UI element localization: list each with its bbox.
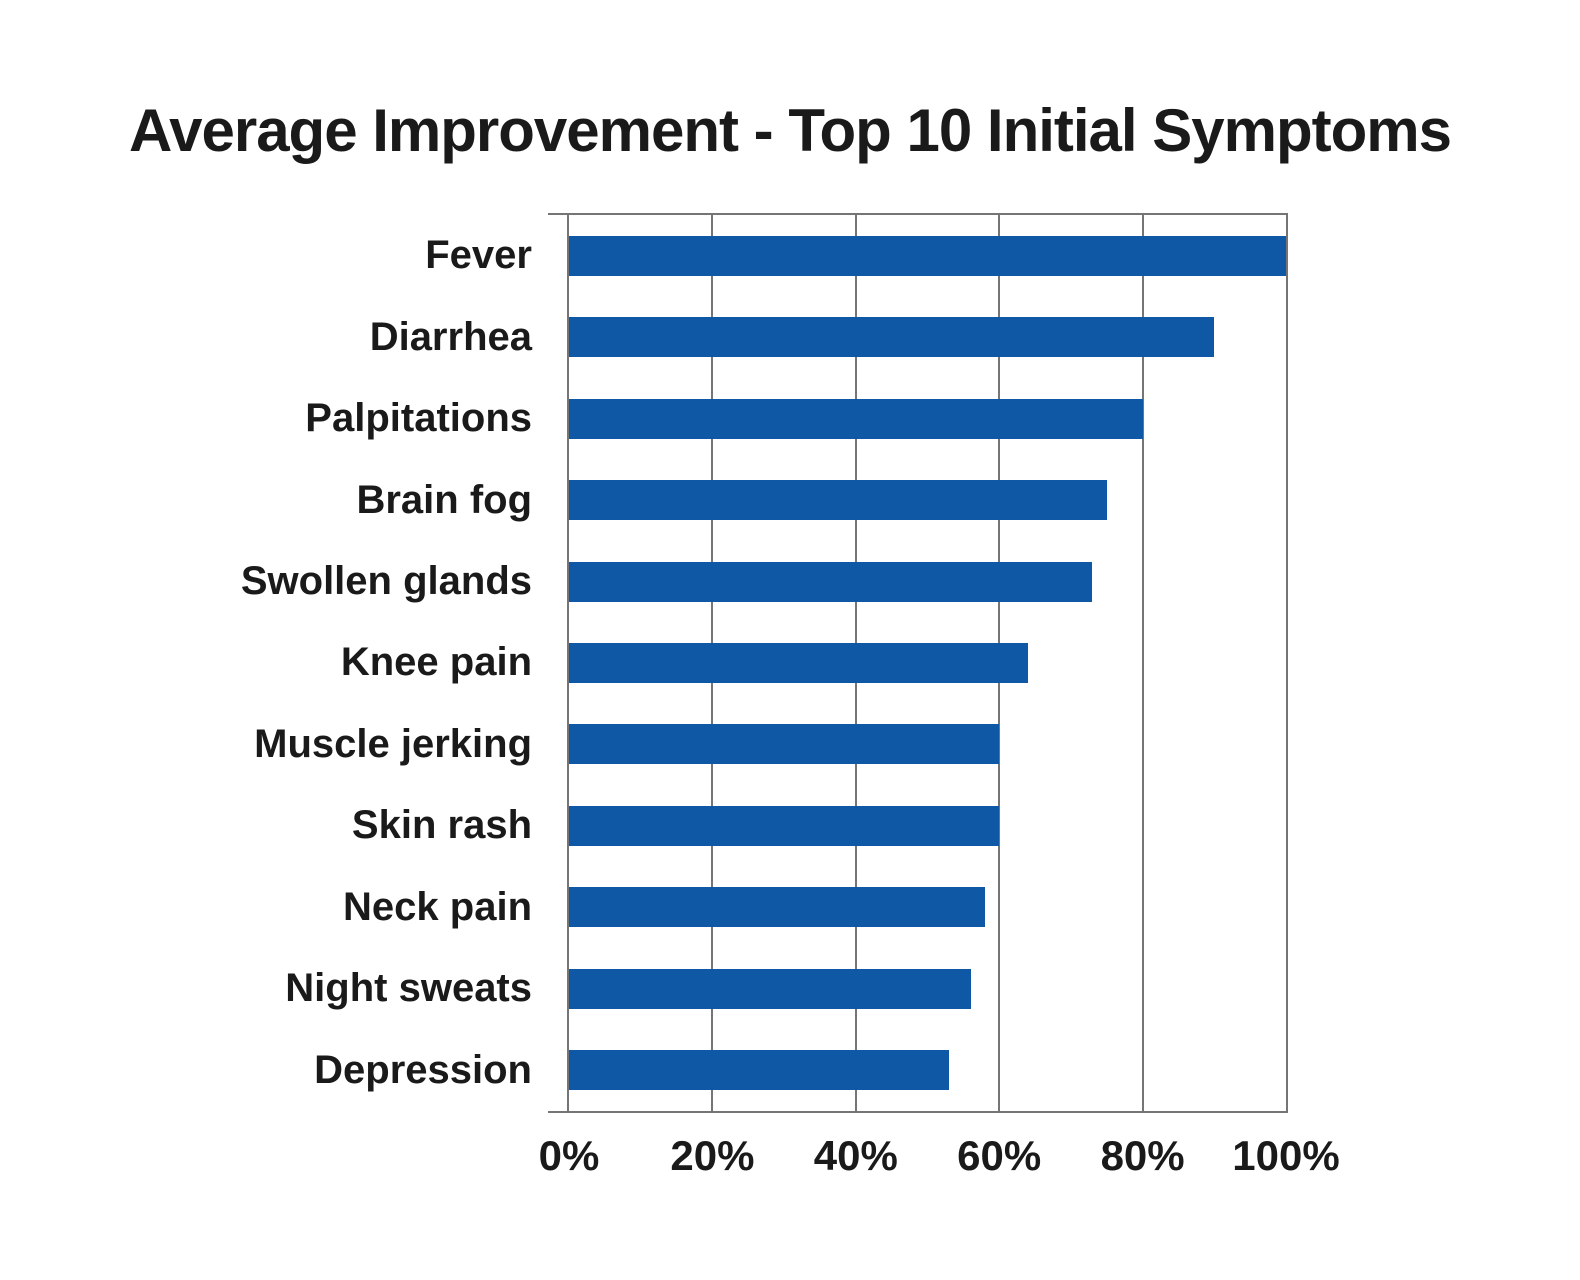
- bottom-axis-overhang: [548, 1111, 567, 1113]
- category-label-knee-pain: Knee pain: [340, 640, 532, 685]
- chart-title: Average Improvement - Top 10 Initial Sym…: [129, 97, 1452, 164]
- category-label-swollen-glands: Swollen glands: [240, 559, 532, 604]
- bar-skin-rash: [569, 805, 1000, 846]
- category-axis-labels: Fever Diarrhea Palpitations Brain fog Swolle…: [0, 215, 532, 1111]
- bar-palpitations: [569, 398, 1143, 439]
- x-tick-label-60%: 60%: [957, 1132, 1042, 1179]
- category-label-night-sweats: Night sweats: [285, 966, 532, 1011]
- bar-night-sweats: [569, 968, 971, 1009]
- grid-line-80%: [1141, 215, 1144, 1111]
- plot-area: [567, 213, 1288, 1113]
- x-tick-label-40%: 40%: [813, 1132, 898, 1179]
- bar-diarrhea: [569, 317, 1215, 358]
- top-axis-overhang: [548, 213, 567, 215]
- bar-knee-pain: [569, 643, 1028, 683]
- category-label-neck-pain: Neck pain: [343, 884, 532, 929]
- category-label-muscle-jerking: Muscle jerking: [254, 721, 532, 766]
- x-axis-tick-labels: 0% 20% 40% 60% 80% 100%: [0, 1132, 1580, 1192]
- bar-fever: [569, 235, 1286, 276]
- bar-depression: [569, 1050, 949, 1091]
- bar-swollen-glands: [569, 561, 1093, 602]
- x-tick-label-20%: 20%: [670, 1132, 755, 1179]
- category-label-palpitations: Palpitations: [305, 396, 532, 441]
- category-label-depression: Depression: [314, 1047, 532, 1092]
- bar-brain-fog: [569, 480, 1107, 521]
- x-tick-label-80%: 80%: [1100, 1132, 1185, 1179]
- bar-muscle-jerking: [569, 724, 1000, 765]
- x-tick-label-100%: 100%: [1232, 1132, 1340, 1179]
- x-tick-label-0%: 0%: [538, 1132, 600, 1179]
- category-label-skin-rash: Skin rash: [351, 803, 532, 848]
- category-label-fever: Fever: [425, 233, 532, 278]
- category-label-diarrhea: Diarrhea: [369, 314, 532, 359]
- category-label-brain-fog: Brain fog: [356, 477, 532, 522]
- bar-neck-pain: [569, 887, 985, 928]
